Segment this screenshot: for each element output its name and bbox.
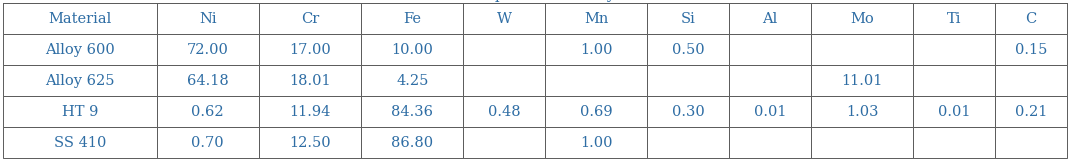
Text: 1.00: 1.00 xyxy=(580,136,613,150)
Bar xyxy=(362,96,463,127)
Text: 0.62: 0.62 xyxy=(192,105,224,119)
Text: Cr: Cr xyxy=(301,12,319,26)
Bar xyxy=(362,34,463,65)
Bar xyxy=(156,65,259,96)
Text: HT 9: HT 9 xyxy=(62,105,98,119)
Text: Al: Al xyxy=(763,12,778,26)
Text: 0.15: 0.15 xyxy=(1014,43,1048,57)
Bar xyxy=(995,34,1067,65)
Bar xyxy=(3,127,156,158)
Bar xyxy=(546,34,647,65)
Bar xyxy=(259,3,362,34)
Bar xyxy=(647,127,730,158)
Bar xyxy=(730,65,811,96)
Bar xyxy=(362,127,463,158)
Bar xyxy=(811,34,914,65)
Text: Ti: Ti xyxy=(947,12,962,26)
Text: 1.00: 1.00 xyxy=(580,43,613,57)
Bar xyxy=(156,127,259,158)
Text: Chemical Composition of Alloys in wt.%: Chemical Composition of Alloys in wt.% xyxy=(387,0,683,2)
Text: 72.00: 72.00 xyxy=(187,43,229,57)
Text: 0.50: 0.50 xyxy=(672,43,705,57)
Text: 18.01: 18.01 xyxy=(289,74,331,88)
Bar xyxy=(995,3,1067,34)
Bar xyxy=(3,65,156,96)
Bar xyxy=(811,127,914,158)
Bar xyxy=(259,96,362,127)
Bar xyxy=(259,65,362,96)
Bar xyxy=(546,3,647,34)
Bar xyxy=(995,65,1067,96)
Text: 11.94: 11.94 xyxy=(289,105,331,119)
Bar xyxy=(995,96,1067,127)
Bar xyxy=(259,127,362,158)
Bar xyxy=(995,127,1067,158)
Text: W: W xyxy=(496,12,511,26)
Bar xyxy=(3,96,156,127)
Bar xyxy=(463,3,546,34)
Bar xyxy=(156,3,259,34)
Bar xyxy=(647,34,730,65)
Bar xyxy=(914,34,995,65)
Text: 12.50: 12.50 xyxy=(289,136,331,150)
Text: 0.01: 0.01 xyxy=(938,105,970,119)
Text: 17.00: 17.00 xyxy=(289,43,331,57)
Bar xyxy=(546,65,647,96)
Bar xyxy=(647,65,730,96)
Text: 0.30: 0.30 xyxy=(672,105,705,119)
Bar xyxy=(811,65,914,96)
Text: Ni: Ni xyxy=(199,12,216,26)
Bar xyxy=(730,3,811,34)
Bar xyxy=(463,34,546,65)
Text: SS 410: SS 410 xyxy=(54,136,106,150)
Text: Mo: Mo xyxy=(851,12,874,26)
Bar xyxy=(156,96,259,127)
Bar xyxy=(546,96,647,127)
Text: 10.00: 10.00 xyxy=(392,43,433,57)
Text: Material: Material xyxy=(48,12,111,26)
Bar xyxy=(914,3,995,34)
Bar xyxy=(156,34,259,65)
Text: C: C xyxy=(1025,12,1037,26)
Text: Fe: Fe xyxy=(403,12,422,26)
Text: 64.18: 64.18 xyxy=(187,74,229,88)
Text: 1.03: 1.03 xyxy=(846,105,878,119)
Text: Mn: Mn xyxy=(584,12,609,26)
Bar xyxy=(463,127,546,158)
Text: 86.80: 86.80 xyxy=(392,136,433,150)
Text: Alloy 625: Alloy 625 xyxy=(45,74,114,88)
Text: 0.48: 0.48 xyxy=(488,105,521,119)
Bar xyxy=(463,96,546,127)
Bar xyxy=(3,34,156,65)
Bar xyxy=(463,65,546,96)
Bar xyxy=(811,3,914,34)
Bar xyxy=(647,3,730,34)
Bar xyxy=(259,34,362,65)
Bar xyxy=(730,34,811,65)
Bar xyxy=(914,96,995,127)
Text: 0.69: 0.69 xyxy=(580,105,613,119)
Bar xyxy=(730,96,811,127)
Text: 0.21: 0.21 xyxy=(1014,105,1048,119)
Bar xyxy=(811,96,914,127)
Bar xyxy=(546,127,647,158)
Bar xyxy=(914,127,995,158)
Bar xyxy=(3,3,156,34)
Bar xyxy=(647,96,730,127)
Text: Si: Si xyxy=(681,12,696,26)
Bar xyxy=(730,127,811,158)
Text: 4.25: 4.25 xyxy=(396,74,428,88)
Bar xyxy=(914,65,995,96)
Text: 11.01: 11.01 xyxy=(842,74,883,88)
Bar xyxy=(362,3,463,34)
Text: 84.36: 84.36 xyxy=(392,105,433,119)
Text: Alloy 600: Alloy 600 xyxy=(45,43,114,57)
Text: 0.01: 0.01 xyxy=(754,105,786,119)
Text: 0.70: 0.70 xyxy=(192,136,224,150)
Bar xyxy=(362,65,463,96)
